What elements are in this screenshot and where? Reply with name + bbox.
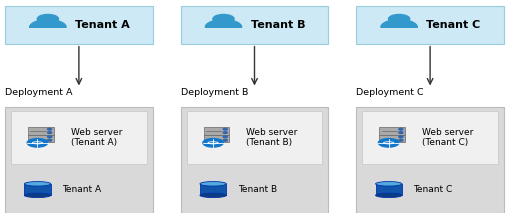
Circle shape xyxy=(223,132,228,133)
Text: Tenant B: Tenant B xyxy=(238,185,277,194)
Circle shape xyxy=(223,139,228,141)
Circle shape xyxy=(399,139,403,141)
Polygon shape xyxy=(24,184,51,195)
Text: Deployment C: Deployment C xyxy=(356,88,424,97)
Circle shape xyxy=(223,136,228,138)
Ellipse shape xyxy=(24,193,51,198)
Text: Deployment B: Deployment B xyxy=(181,88,248,97)
Polygon shape xyxy=(200,184,227,195)
FancyBboxPatch shape xyxy=(29,127,54,135)
FancyBboxPatch shape xyxy=(181,6,328,44)
FancyBboxPatch shape xyxy=(356,6,504,44)
Polygon shape xyxy=(381,20,417,27)
Circle shape xyxy=(388,14,410,23)
Circle shape xyxy=(203,138,223,147)
Ellipse shape xyxy=(24,181,51,186)
FancyBboxPatch shape xyxy=(204,127,230,135)
FancyBboxPatch shape xyxy=(181,106,328,213)
Text: Web server
(Tenant A): Web server (Tenant A) xyxy=(71,128,122,147)
FancyBboxPatch shape xyxy=(356,106,504,213)
Circle shape xyxy=(399,132,403,133)
Circle shape xyxy=(379,138,399,147)
FancyBboxPatch shape xyxy=(29,135,54,142)
FancyBboxPatch shape xyxy=(11,111,147,164)
Text: Tenant B: Tenant B xyxy=(251,20,305,30)
Polygon shape xyxy=(376,184,402,195)
FancyBboxPatch shape xyxy=(5,6,153,44)
Circle shape xyxy=(37,14,59,23)
Circle shape xyxy=(399,136,403,138)
Text: Web server
(Tenant C): Web server (Tenant C) xyxy=(422,128,473,147)
FancyBboxPatch shape xyxy=(362,111,498,164)
Text: Tenant C: Tenant C xyxy=(427,20,480,30)
Circle shape xyxy=(213,14,234,23)
Ellipse shape xyxy=(376,193,402,198)
Text: Deployment A: Deployment A xyxy=(5,88,73,97)
Circle shape xyxy=(48,136,52,138)
Text: Tenant A: Tenant A xyxy=(75,20,130,30)
FancyBboxPatch shape xyxy=(5,106,153,213)
Ellipse shape xyxy=(376,181,402,186)
Text: Tenant C: Tenant C xyxy=(413,185,453,194)
Polygon shape xyxy=(205,20,242,27)
Circle shape xyxy=(48,128,52,130)
Ellipse shape xyxy=(200,181,227,186)
FancyBboxPatch shape xyxy=(380,135,405,142)
Ellipse shape xyxy=(200,193,227,198)
FancyBboxPatch shape xyxy=(187,111,322,164)
FancyBboxPatch shape xyxy=(380,127,405,135)
Circle shape xyxy=(48,139,52,141)
Polygon shape xyxy=(30,20,66,27)
Circle shape xyxy=(399,128,403,130)
Text: Web server
(Tenant B): Web server (Tenant B) xyxy=(246,128,298,147)
Circle shape xyxy=(223,128,228,130)
Circle shape xyxy=(48,132,52,133)
FancyBboxPatch shape xyxy=(204,135,230,142)
Text: Tenant A: Tenant A xyxy=(62,185,101,194)
Circle shape xyxy=(27,138,48,147)
